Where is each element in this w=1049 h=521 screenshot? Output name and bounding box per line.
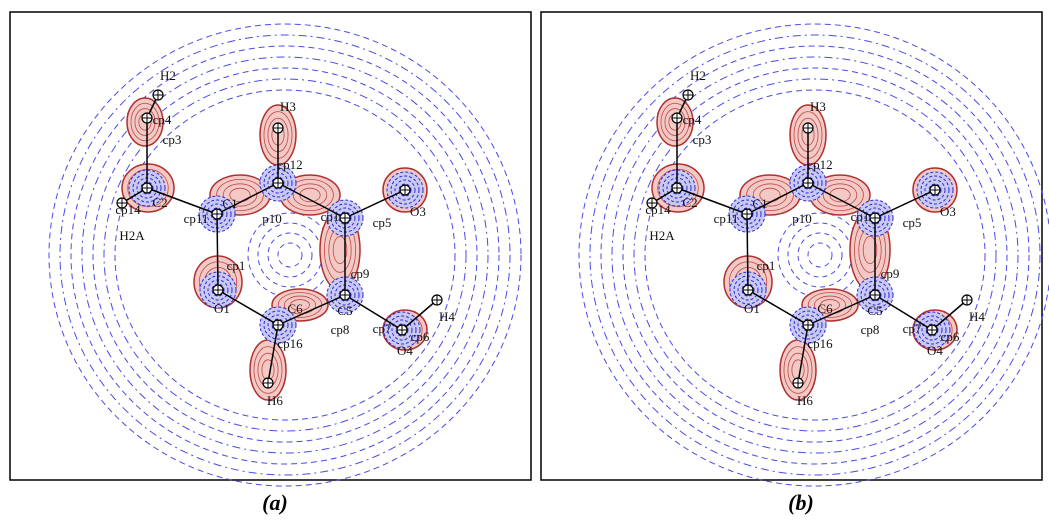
atom-label: cp14 <box>645 202 671 217</box>
atom-label: cp12 <box>807 157 832 172</box>
atom-label: C5 <box>867 303 882 318</box>
atom-label: H2 <box>690 68 706 83</box>
panel-frame <box>10 12 531 480</box>
atom-label: cp14 <box>115 202 141 217</box>
atom-label: p10 <box>262 211 282 226</box>
contour-map: H2 cp4 cp3 H3 cp12 H2A cp14 C2 cp11 C1 p10 cp1 cp5 O3… <box>49 24 521 486</box>
atom-label: cp9 <box>881 266 900 281</box>
atom-label: cp3 <box>693 132 712 147</box>
panel-frame <box>541 12 1042 480</box>
atom-label: H6 <box>797 393 813 408</box>
bond-path <box>217 214 218 290</box>
atom-label: H3 <box>280 99 296 114</box>
atom-label: cp16 <box>807 336 833 351</box>
negative-contour <box>579 24 1049 486</box>
atom-label: O1 <box>214 301 230 316</box>
atom-label: cp7 <box>373 321 392 336</box>
atom-label: cp16 <box>277 336 303 351</box>
negative-contour <box>268 233 312 277</box>
atom-label: H6 <box>267 393 283 408</box>
atom-label: O4 <box>397 343 413 358</box>
atom-label: cp1 <box>757 258 776 273</box>
atom-label: cp9 <box>351 266 370 281</box>
atom-label: H2A <box>649 228 675 243</box>
atom-label: cp4 <box>683 112 702 127</box>
atom-label: cp3 <box>163 132 182 147</box>
atom-label: C6 <box>287 301 303 316</box>
bond-path <box>747 214 748 290</box>
atom-label: C2 <box>682 195 697 210</box>
atom-label: cp5 <box>903 215 922 230</box>
atom-label: cp11 <box>184 211 209 226</box>
atom-label: C6 <box>817 301 833 316</box>
contour-map: H2 cp4 cp3 H3 cp12 H2A cp14 C2 cp11 C1 p10 cp1 cp5 O3… <box>579 24 1049 486</box>
page: (a) (b) H2 cp4 cp3 H3 cp12 H2A cp14 C2 cp11 C1 p10… <box>0 0 1049 521</box>
atom-label: C5 <box>337 303 352 318</box>
negative-contour <box>49 24 521 486</box>
atom-label: C1 <box>222 196 237 211</box>
atom-label: cp5 <box>373 215 392 230</box>
atom-label: cp6 <box>941 329 960 344</box>
atom-label: O3 <box>410 204 426 219</box>
atom-label: cp7 <box>903 321 922 336</box>
atom-label: cp4 <box>153 112 172 127</box>
atom-label: C2 <box>152 195 167 210</box>
atom-label: O3 <box>940 204 956 219</box>
negative-contour <box>808 243 832 267</box>
atom-label: C1 <box>752 196 767 211</box>
atom-label: H3 <box>810 99 826 114</box>
atom-label: H2 <box>160 68 176 83</box>
atom-label: H4 <box>439 309 455 324</box>
atom-label: cp8 <box>861 322 880 337</box>
atom-label: H2A <box>119 228 145 243</box>
atom-label: cp12 <box>277 157 302 172</box>
negative-contour <box>798 233 842 277</box>
figure: (a) (b) H2 cp4 cp3 H3 cp12 H2A cp14 C2 cp11 C1 p10… <box>0 0 1049 521</box>
atom-label: H4 <box>969 309 985 324</box>
atom-label: O4 <box>927 343 943 358</box>
panel-caption: (b) <box>788 490 814 515</box>
atom-label: cp6 <box>411 329 430 344</box>
atom-label: O1 <box>744 301 760 316</box>
atom-label: cp8 <box>331 322 350 337</box>
atom-label: cp11 <box>714 211 739 226</box>
atom-label: cp1 <box>227 258 246 273</box>
atom-label: p10 <box>792 211 812 226</box>
atom-label: cp1 <box>851 209 870 224</box>
panel-caption: (a) <box>262 490 288 515</box>
negative-contour <box>278 243 302 267</box>
atom-label: cp1 <box>321 209 340 224</box>
